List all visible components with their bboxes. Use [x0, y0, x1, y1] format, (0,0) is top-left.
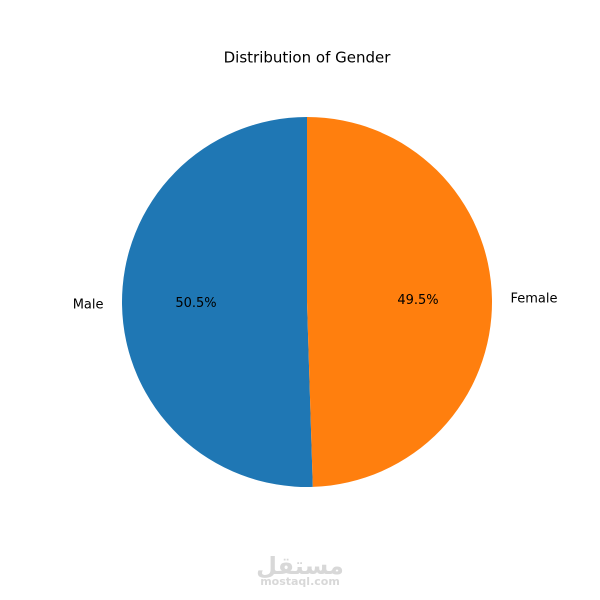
watermark-site: mostaql.com: [260, 575, 340, 588]
chart-title: Distribution of Gender: [224, 49, 392, 67]
value-label: 49.5%: [397, 293, 438, 308]
value-label: 50.5%: [175, 296, 216, 311]
watermark-logo: مستقل: [256, 552, 344, 580]
slice-label: Female: [510, 291, 557, 306]
pie-slice: [307, 117, 493, 487]
pie-slice: [122, 117, 313, 487]
slice-label: Male: [73, 298, 104, 313]
